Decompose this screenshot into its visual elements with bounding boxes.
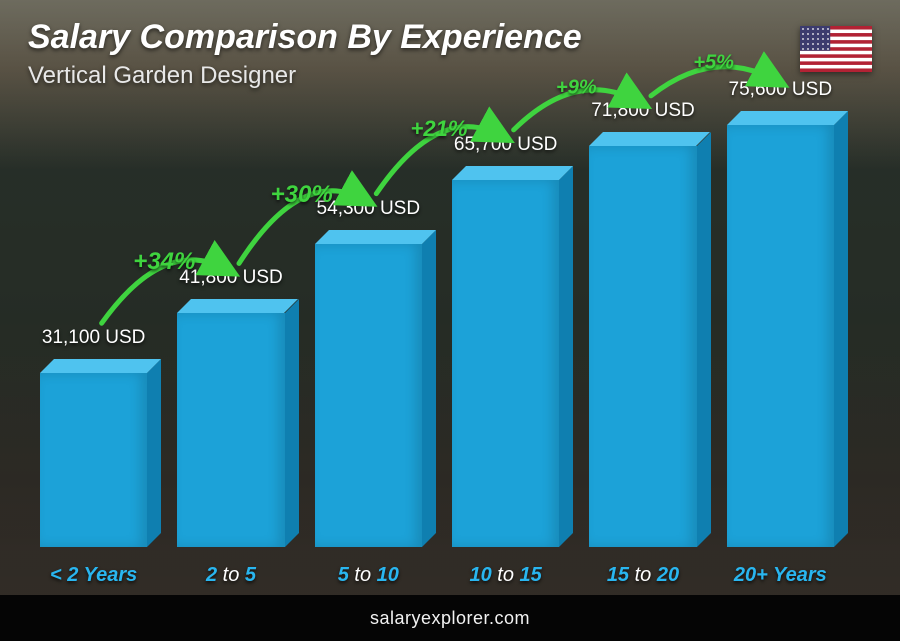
bar-value-label: 75,600 USD [729, 79, 833, 101]
bar-top [727, 111, 848, 125]
bar-value-label: 71,800 USD [591, 100, 695, 122]
increase-arc-label: +34% [133, 248, 195, 276]
bar-front [727, 125, 834, 547]
bar: 41,800 USD [177, 313, 284, 547]
bar-front [40, 373, 147, 547]
bar-top [40, 359, 161, 373]
chart-area: 31,100 USD 41,800 USD 54,300 USD 65,700 USD… [34, 100, 840, 595]
x-axis-label: 10 to 15 [446, 564, 565, 587]
bar: 54,300 USD [315, 244, 422, 547]
x-axis-label: < 2 Years [34, 564, 153, 587]
bar-slot: 65,700 USD [446, 100, 565, 547]
bar-top [589, 132, 710, 146]
bar-side [834, 111, 848, 547]
footer-bar: salaryexplorer.com [0, 595, 900, 641]
increase-arc-label: +30% [271, 181, 333, 209]
bar-top [452, 166, 573, 180]
bar: 71,800 USD [589, 146, 696, 547]
bar-slot: 31,100 USD [34, 100, 153, 547]
bar-side [559, 166, 573, 547]
increase-arc-label: +9% [556, 76, 597, 99]
x-axis-label: 5 to 10 [309, 564, 428, 587]
bar-front [452, 180, 559, 547]
bar-side [285, 299, 299, 547]
bar: 65,700 USD [452, 180, 559, 547]
page-title: Salary Comparison By Experience [28, 18, 582, 57]
bar: 75,600 USD [727, 125, 834, 547]
x-axis-labels: < 2 Years 2 to 5 5 to 10 10 to 15 15 to 20 20… [34, 564, 840, 587]
bars-container: 31,100 USD 41,800 USD 54,300 USD 65,700 USD… [34, 100, 840, 547]
bar-side [422, 230, 436, 547]
bar-slot: 71,800 USD [583, 100, 702, 547]
footer-text: salaryexplorer.com [370, 608, 530, 629]
x-axis-label: 2 to 5 [171, 564, 290, 587]
bar-slot: 54,300 USD [309, 100, 428, 547]
bar-top [177, 299, 298, 313]
bar-value-label: 31,100 USD [42, 327, 146, 349]
us-flag-icon [800, 26, 872, 72]
bar: 31,100 USD [40, 373, 147, 547]
bar-slot: 41,800 USD [171, 100, 290, 547]
bar-side [697, 132, 711, 547]
x-axis-label: 20+ Years [721, 564, 840, 587]
x-axis-label: 15 to 20 [583, 564, 702, 587]
page-subtitle: Vertical Garden Designer [28, 62, 296, 90]
stage: Salary Comparison By Experience Vertical… [0, 0, 900, 641]
bar-slot: 75,600 USD [721, 100, 840, 547]
increase-arc-label: +5% [693, 52, 734, 75]
bar-value-label: 65,700 USD [454, 134, 558, 156]
increase-arc-label: +21% [411, 116, 468, 142]
bar-front [315, 244, 422, 547]
bar-top [315, 230, 436, 244]
bar-front [177, 313, 284, 547]
bar-side [147, 359, 161, 547]
bar-front [589, 146, 696, 547]
